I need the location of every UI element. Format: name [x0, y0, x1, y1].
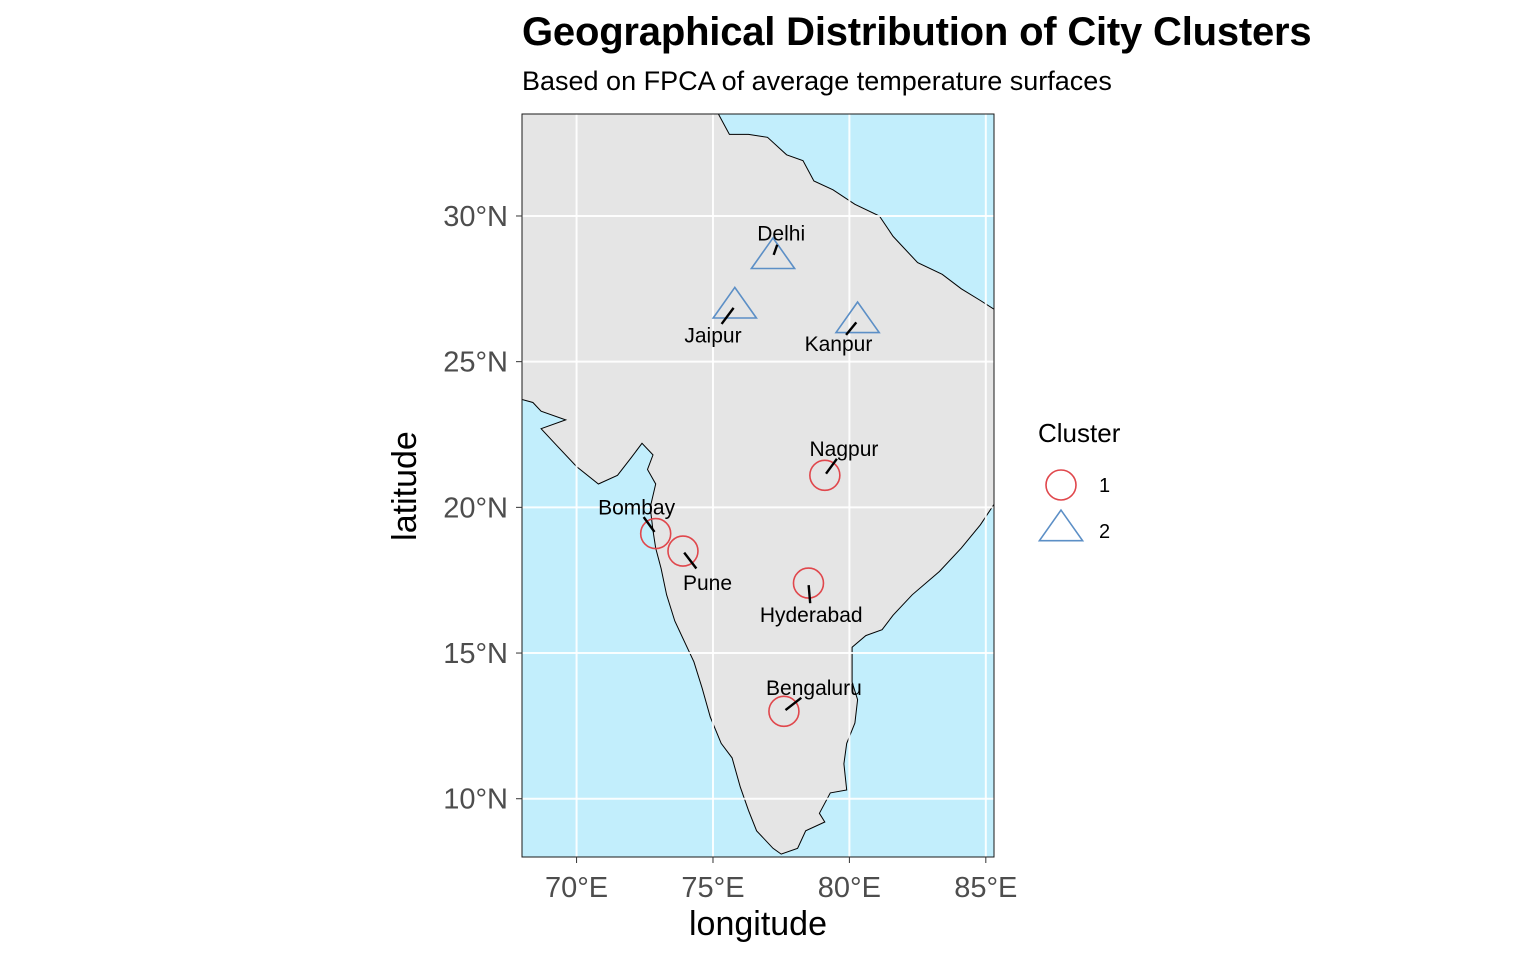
leader-nagpur — [825, 458, 838, 475]
point-bombay — [639, 517, 672, 550]
legend-key-circle — [1045, 469, 1077, 501]
y-axis-title: latitude — [386, 431, 424, 541]
gridlines — [522, 114, 994, 857]
x-axis: 70°E 75°E 80°E 85°E — [545, 857, 1017, 904]
y-tick-label: 25°N — [443, 347, 508, 379]
leader-bombay — [642, 516, 656, 533]
landmass — [522, 114, 994, 855]
x-tick-label: 85°E — [954, 872, 1017, 904]
city-label-bengaluru: Bengaluru — [766, 677, 862, 700]
legend-label: 1 — [1099, 475, 1110, 497]
city-label-nagpur: Nagpur — [809, 438, 878, 461]
legend-label: 2 — [1099, 521, 1110, 543]
leader-pune — [683, 551, 698, 570]
city-points: Delhi Jaipur Kanpur Nagpur Bombay Pune Hyderab… — [598, 222, 881, 728]
y-tick-label: 20°N — [443, 492, 508, 524]
point-jaipur — [711, 286, 758, 319]
leader-bengaluru — [784, 696, 803, 712]
x-tick-label: 80°E — [818, 872, 881, 904]
point-kanpur — [834, 300, 881, 334]
legend-title: Cluster — [1038, 418, 1121, 448]
y-tick-label: 15°N — [443, 638, 508, 670]
city-label-kanpur: Kanpur — [805, 333, 873, 356]
x-tick-label: 75°E — [681, 872, 744, 904]
y-axis: 10°N 15°N 20°N 25°N 30°N — [443, 201, 522, 816]
leader-jaipur — [720, 307, 735, 325]
point-nagpur — [809, 459, 841, 492]
city-label-jaipur: Jaipur — [684, 324, 741, 347]
x-tick-label: 70°E — [545, 872, 608, 904]
legend-key-triangle — [1037, 508, 1085, 542]
x-axis-title: longitude — [689, 905, 827, 943]
india-landmass — [522, 114, 994, 855]
chart-title: Geographical Distribution of City Cluste… — [522, 10, 1312, 54]
city-label-bombay: Bombay — [598, 496, 676, 519]
point-pune — [667, 535, 699, 567]
leader-delhi — [772, 244, 779, 256]
legend: Cluster 1 2 — [1037, 418, 1121, 543]
city-label-pune: Pune — [683, 572, 732, 595]
point-delhi — [749, 236, 797, 270]
panel-border — [521, 113, 995, 858]
leader-hyderabad — [807, 585, 812, 604]
city-label-hyderabad: Hyderabad — [760, 604, 863, 627]
chart-subtitle: Based on FPCA of average temperature sur… — [522, 66, 1112, 96]
y-tick-label: 10°N — [443, 784, 508, 816]
y-tick-label: 30°N — [443, 201, 508, 233]
point-hyderabad — [792, 567, 825, 599]
leader-kanpur — [845, 321, 858, 336]
point-bengaluru — [768, 695, 800, 728]
city-label-delhi: Delhi — [757, 222, 805, 245]
